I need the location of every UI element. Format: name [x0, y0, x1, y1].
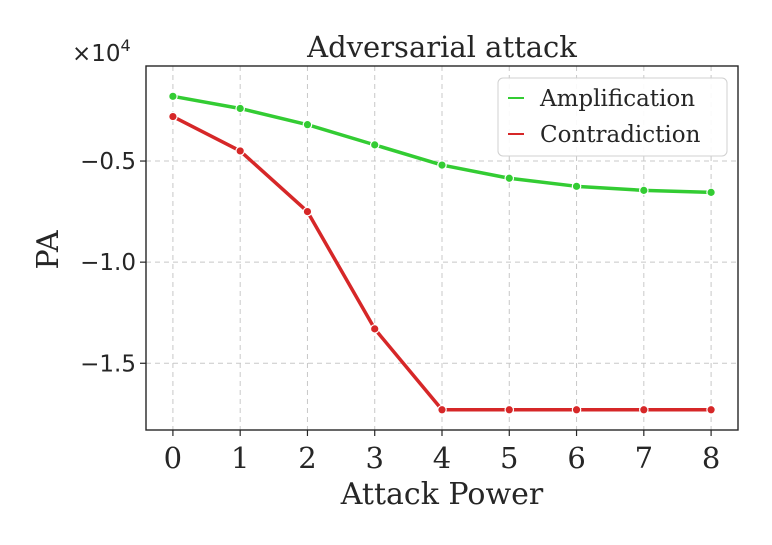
data-point-contradiction	[302, 206, 313, 217]
data-point-amplification	[706, 187, 716, 198]
y-tick-label: −0.5	[80, 149, 136, 175]
y-offset-base: ×10	[72, 41, 121, 67]
y-offset-exponent: 4	[121, 36, 131, 55]
x-tick-label: 3	[366, 441, 384, 475]
data-point-amplification	[437, 160, 447, 170]
legend-box	[497, 77, 728, 157]
data-point-amplification	[168, 91, 178, 102]
legend-label-amplification: Amplification	[539, 86, 695, 112]
x-tick-label: 5	[500, 441, 518, 475]
data-point-amplification	[369, 140, 380, 150]
chart-title: Adversarial attack	[306, 30, 577, 64]
data-point-contradiction	[706, 404, 716, 415]
ticks: 0 1 2 3 4 5 6 7 8 −0.5 −1.0 −1.5	[80, 149, 720, 475]
data-point-amplification	[302, 119, 313, 130]
data-point-amplification	[639, 185, 649, 196]
data-point-contradiction	[168, 111, 178, 122]
data-point-amplification	[504, 173, 515, 184]
x-tick-label: 6	[567, 441, 585, 475]
x-tick-label: 7	[635, 441, 653, 475]
y-axis-offset-label: ×104	[72, 36, 131, 67]
y-axis-label: PA	[31, 230, 66, 269]
data-point-amplification	[571, 181, 582, 192]
data-point-contradiction	[369, 324, 380, 334]
x-tick-label: 8	[702, 441, 720, 475]
x-tick-label: 1	[231, 441, 249, 475]
legend-label-contradiction: Contradiction	[540, 122, 701, 148]
data-point-contradiction	[437, 404, 447, 415]
data-point-contradiction	[235, 146, 245, 156]
data-point-contradiction	[504, 404, 515, 415]
grid	[146, 66, 738, 430]
y-tick-label: −1.0	[80, 250, 136, 276]
data-point-contradiction	[639, 404, 649, 415]
data-point-amplification	[235, 103, 245, 114]
x-axis-label: Attack Power	[340, 477, 544, 512]
x-tick-label: 0	[164, 441, 182, 475]
y-tick-label: −1.5	[80, 351, 136, 377]
data-point-contradiction	[571, 404, 582, 415]
series-layer	[168, 91, 716, 415]
legend: Amplification Contradiction	[497, 77, 728, 157]
x-tick-label: 4	[433, 441, 451, 475]
x-tick-label: 2	[298, 441, 316, 475]
